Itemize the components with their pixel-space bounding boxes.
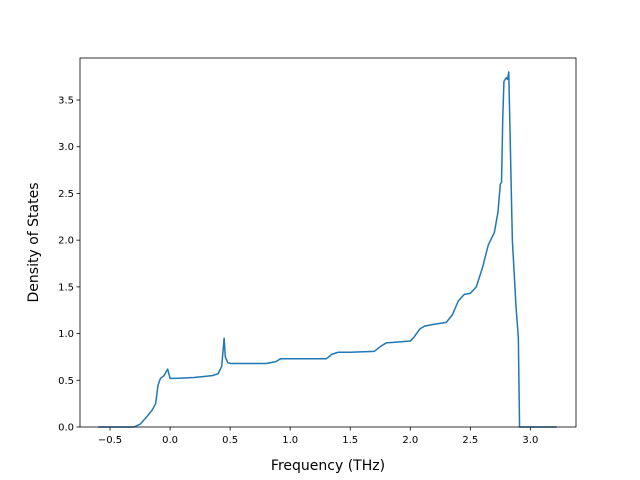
x-axis-label: Frequency (THz)	[271, 458, 385, 474]
y-axis-label: Density of States	[26, 183, 42, 303]
y-tick-label: 0.5	[58, 376, 74, 387]
x-tick-label: 3.0	[522, 435, 538, 446]
y-tick-label: 2.0	[58, 236, 74, 247]
y-tick-label: 1.5	[58, 282, 74, 293]
x-tick-label: 1.5	[342, 435, 358, 446]
y-tick-label: 0.0	[58, 423, 74, 434]
x-tick-label: 0.5	[222, 435, 238, 446]
y-tick-label: 1.0	[58, 329, 74, 340]
x-tick-label: 1.0	[282, 435, 298, 446]
y-axis-ticks: 0.0 0.5 1.0 1.5 2.0 2.5 3.0 3.5	[58, 96, 80, 434]
y-tick-label: 2.5	[58, 189, 74, 200]
y-tick-label: 3.0	[58, 142, 74, 153]
x-tick-label: 2.0	[402, 435, 418, 446]
x-axis-ticks: −0.5 0.0 0.5 1.0 1.5 2.0 2.5 3.0	[98, 427, 538, 446]
x-tick-label: −0.5	[98, 435, 122, 446]
plot-frame	[79, 57, 577, 428]
plot-background	[80, 58, 576, 427]
y-tick-label: 3.5	[58, 96, 74, 107]
x-tick-label: 0.0	[162, 435, 178, 446]
x-tick-label: 2.5	[462, 435, 478, 446]
dos-series-line	[98, 71, 557, 428]
